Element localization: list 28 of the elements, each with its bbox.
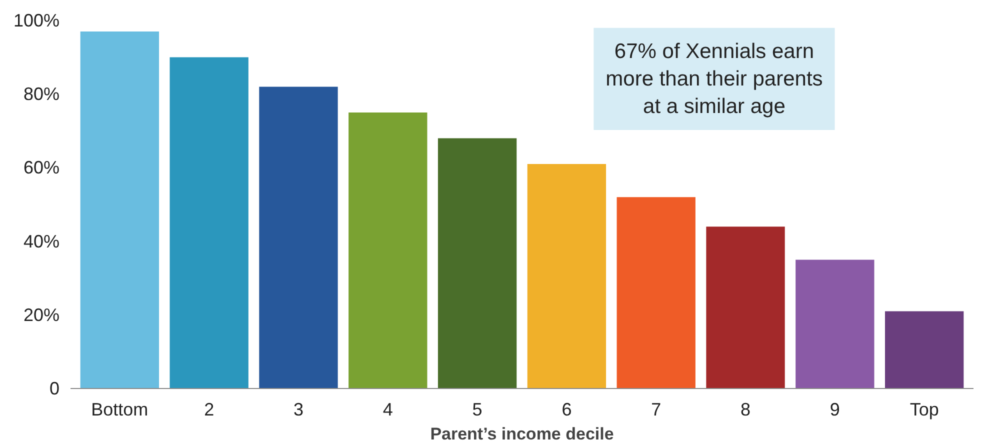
bar [796, 260, 874, 388]
y-tick-label: 20% [23, 304, 60, 325]
x-tick-label: 9 [830, 400, 840, 420]
bar [438, 138, 517, 388]
bar [348, 112, 428, 388]
bar [80, 32, 160, 388]
bar [527, 164, 606, 388]
x-tick-label: 7 [651, 400, 662, 420]
x-tick-label: 5 [472, 400, 482, 420]
x-tick-label: Top [910, 400, 939, 420]
y-tick-label: 80% [23, 84, 60, 104]
y-tick-label: 0 [49, 378, 60, 398]
bar [706, 226, 785, 388]
x-tick-label: 2 [204, 400, 214, 420]
x-tick-label: 3 [293, 400, 304, 420]
y-tick-label: 100% [13, 10, 60, 30]
x-tick-label: 4 [382, 400, 393, 420]
x-tick-label: 6 [562, 400, 572, 420]
x-tick-label: Bottom [91, 400, 148, 420]
annotation: 67% of Xennials earn more than their parents at a similar age [606, 40, 823, 118]
x-tick-label: 8 [740, 400, 751, 420]
bar [884, 311, 964, 388]
y-tick-label: 40% [23, 231, 60, 252]
x-axis-title: Parent’s income decile [430, 424, 614, 444]
bar [170, 57, 248, 388]
y-tick-label: 60% [23, 158, 60, 178]
bar [616, 197, 696, 388]
bar [259, 86, 338, 388]
